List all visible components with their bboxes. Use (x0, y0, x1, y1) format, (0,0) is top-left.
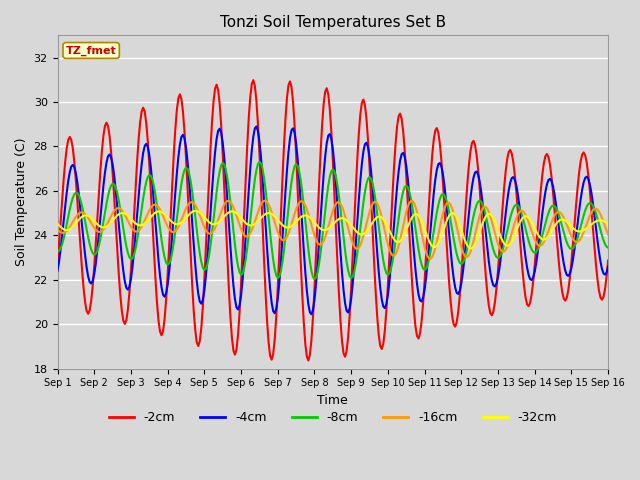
Y-axis label: Soil Temperature (C): Soil Temperature (C) (15, 138, 28, 266)
Text: TZ_fmet: TZ_fmet (66, 45, 116, 56)
Legend: -2cm, -4cm, -8cm, -16cm, -32cm: -2cm, -4cm, -8cm, -16cm, -32cm (104, 406, 562, 429)
X-axis label: Time: Time (317, 394, 348, 407)
Title: Tonzi Soil Temperatures Set B: Tonzi Soil Temperatures Set B (220, 15, 446, 30)
